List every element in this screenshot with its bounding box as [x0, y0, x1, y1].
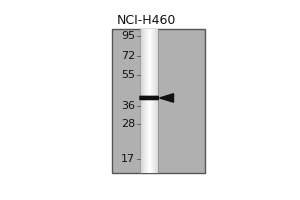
- Polygon shape: [160, 94, 173, 102]
- Text: 17: 17: [121, 154, 135, 164]
- Bar: [152, 29, 153, 173]
- Bar: [141, 29, 142, 173]
- Bar: [151, 29, 152, 173]
- Text: 28: 28: [121, 119, 135, 129]
- Text: 36: 36: [121, 101, 135, 111]
- Bar: [112, 29, 205, 173]
- Bar: [155, 29, 156, 173]
- Bar: [142, 29, 143, 173]
- Text: 72: 72: [121, 51, 135, 61]
- Bar: [154, 29, 155, 173]
- Bar: [156, 29, 157, 173]
- Text: NCI-H460: NCI-H460: [117, 14, 176, 27]
- Bar: [146, 29, 147, 173]
- Bar: [149, 29, 150, 173]
- Text: 95: 95: [121, 31, 135, 41]
- Bar: [150, 29, 151, 173]
- Bar: [140, 29, 141, 173]
- Text: 55: 55: [121, 70, 135, 80]
- Bar: [148, 29, 149, 173]
- Bar: [147, 29, 148, 173]
- FancyBboxPatch shape: [139, 96, 159, 100]
- Bar: [157, 29, 158, 173]
- Bar: [153, 29, 154, 173]
- Bar: [145, 29, 146, 173]
- Bar: [143, 29, 145, 173]
